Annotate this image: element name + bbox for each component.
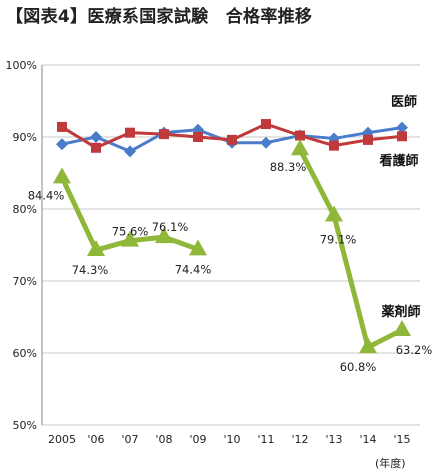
data-label: 79.1% (320, 232, 357, 246)
data-label: 60.8% (340, 360, 377, 374)
y-tick-label: 60% (13, 347, 37, 360)
x-tick-label: '12 (291, 433, 308, 446)
data-label: 84.4% (28, 188, 65, 202)
series-markers (53, 119, 411, 354)
y-tick-label: 70% (13, 275, 37, 288)
data-label: 63.2% (396, 343, 433, 357)
series-label: 薬剤師 (380, 304, 420, 320)
y-tick-label: 80% (13, 203, 37, 216)
data-point (125, 127, 135, 138)
data-point (124, 145, 136, 158)
data-point (159, 129, 169, 140)
data-label: 76.1% (152, 220, 189, 234)
x-tick-label: '11 (257, 433, 274, 446)
y-tick-label: 50% (13, 419, 37, 432)
series-label: 看護師 (379, 153, 418, 169)
data-point (53, 167, 71, 184)
data-point (90, 131, 102, 143)
x-tick-label: '09 (189, 433, 206, 446)
data-point (397, 131, 407, 142)
data-point (87, 240, 105, 257)
x-tick-label: '14 (359, 433, 376, 446)
data-point (295, 130, 305, 141)
data-point (227, 134, 237, 145)
data-point (155, 227, 173, 244)
data-point (359, 337, 377, 354)
x-tick-label: '06 (87, 433, 104, 446)
x-tick-label: 2005 (48, 433, 76, 446)
series-label: 医師 (391, 94, 417, 110)
data-point (291, 139, 309, 156)
data-label: 74.3% (72, 263, 109, 277)
x-tick-label: '08 (155, 433, 172, 446)
x-axis-unit-label: (年度) (375, 456, 406, 470)
data-point (189, 239, 207, 256)
x-tick-label: '15 (393, 433, 410, 446)
x-tick-label: '10 (223, 433, 240, 446)
series-line (297, 148, 404, 350)
data-point (260, 136, 272, 149)
x-tick-label: '07 (121, 433, 138, 446)
data-label: 88.3% (270, 160, 307, 174)
data-label: 75.6% (112, 225, 149, 239)
data-point (329, 140, 339, 151)
data-point (396, 121, 408, 134)
data-point (393, 319, 411, 336)
data-point (325, 205, 343, 222)
data-point (363, 134, 373, 145)
data-labels: 84.4% 74.3% 75.6% 76.1% 74.4% 88.3% 79.1% 60.8%… (28, 160, 433, 374)
chart-title: 【図表4】医療系国家試験 合格率推移 (6, 7, 313, 27)
x-tick-label: '13 (325, 433, 342, 446)
y-axis-ticks: 50% 60% 70% 80% 90% 100% (6, 59, 37, 432)
data-point (56, 138, 68, 151)
data-point (121, 230, 139, 247)
x-axis-ticks: 2005 '06 '07 '08 '09 '10 '11 '12 '13 '14 '15 (48, 433, 411, 446)
data-label: 74.4% (175, 262, 212, 276)
data-point (193, 132, 203, 142)
data-point (91, 142, 101, 153)
data-point (261, 119, 271, 130)
data-point (57, 121, 67, 132)
y-tick-label: 90% (13, 131, 37, 144)
y-tick-label: 100% (6, 59, 37, 72)
